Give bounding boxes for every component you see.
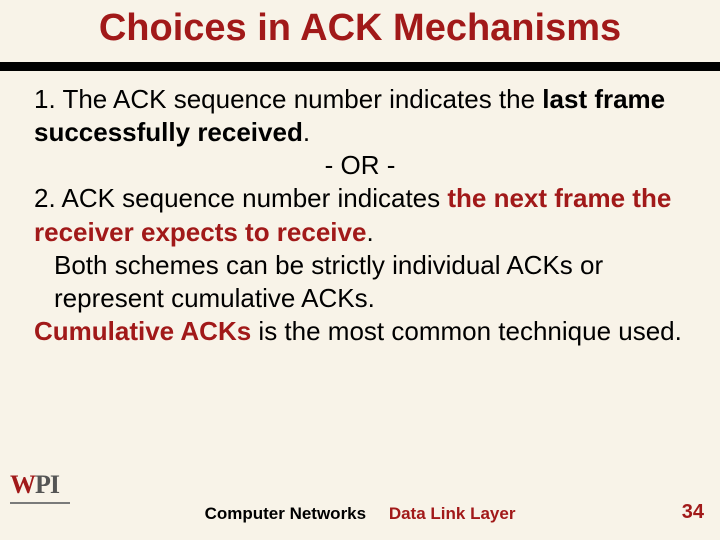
title-underline xyxy=(0,62,720,71)
item-2: 2. ACK sequence number indicates the nex… xyxy=(34,182,686,249)
footer-topic: Data Link Layer xyxy=(389,504,516,523)
logo-letter-i: I xyxy=(50,470,59,499)
logo-letter-p: P xyxy=(35,470,50,499)
cumulative-bold: Cumulative ACKs xyxy=(34,316,251,346)
wpi-logo: WPI xyxy=(10,470,59,500)
footer-center: Computer Networks Data Link Layer xyxy=(0,504,720,524)
cumulative-tail: is the most common technique used. xyxy=(251,316,682,346)
item-1-lead: 1. The ACK sequence number indicates the xyxy=(34,84,542,114)
slide-title: Choices in ACK Mechanisms xyxy=(0,6,720,52)
slide-body: 1. The ACK sequence number indicates the… xyxy=(0,71,720,349)
item-2-lead: 2. ACK sequence number indicates xyxy=(34,183,447,213)
or-separator: - OR - xyxy=(34,149,686,182)
footer-course: Computer Networks xyxy=(205,504,367,523)
item-1: 1. The ACK sequence number indicates the… xyxy=(34,83,686,150)
both-schemes-line: Both schemes can be strictly individual … xyxy=(34,249,686,316)
page-number: 34 xyxy=(682,501,704,524)
logo-letter-w: W xyxy=(10,470,35,499)
item-2-tail: . xyxy=(366,217,373,247)
cumulative-line: Cumulative ACKs is the most common techn… xyxy=(34,315,686,348)
item-1-tail: . xyxy=(303,117,310,147)
slide-footer: WPI Computer Networks Data Link Layer 34 xyxy=(0,492,720,532)
title-block: Choices in ACK Mechanisms xyxy=(0,0,720,71)
